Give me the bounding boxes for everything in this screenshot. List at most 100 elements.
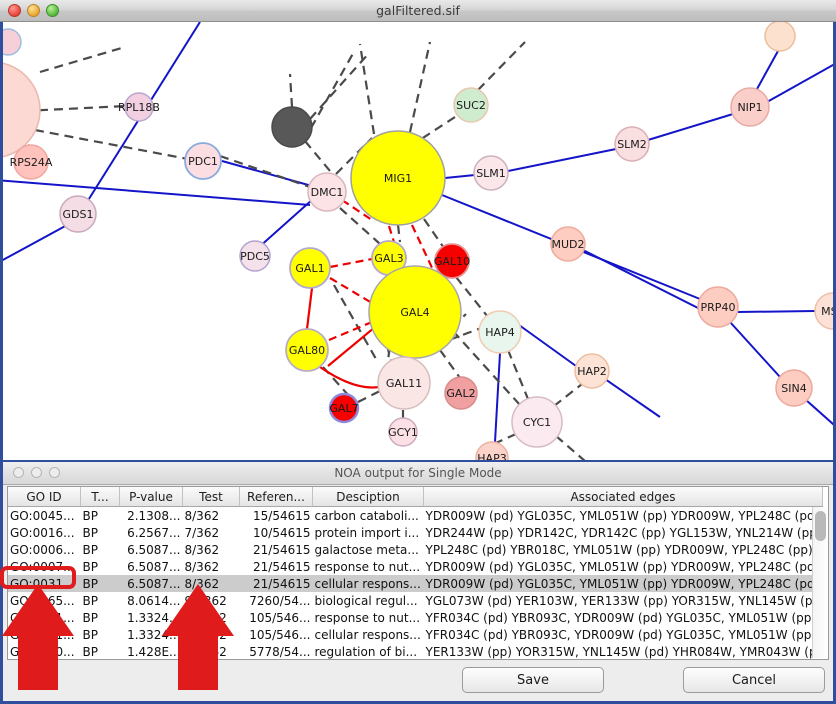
table-row[interactable]: GO:0045... BP 2.1308... 8/362 15/54615 carbon… bbox=[8, 507, 823, 525]
cell-test: 8/362 bbox=[182, 575, 240, 592]
cell-go-id: GO:0050... bbox=[10, 644, 75, 659]
close-button[interactable] bbox=[8, 4, 21, 17]
node-gal7[interactable] bbox=[328, 392, 360, 424]
node-nip1[interactable] bbox=[730, 87, 770, 127]
column-header-type[interactable]: T... bbox=[80, 487, 120, 507]
node-partial-left[interactable] bbox=[0, 62, 41, 158]
dialog-close-button[interactable] bbox=[13, 467, 24, 478]
node-gds1[interactable] bbox=[59, 195, 97, 233]
table-row[interactable]: GO:0031... BP 1.3324... 11/362 105/546... res… bbox=[8, 609, 823, 626]
cell-associated-edges: YFR034C (pd) YBR093C, YDR009W (pd) YGL03… bbox=[425, 627, 823, 642]
go-results-table[interactable]: GO ID T... P-value Test Referen... Desci… bbox=[8, 487, 823, 660]
node-label-rps24a: RPS24A bbox=[10, 156, 53, 169]
dialog-minimize-button[interactable] bbox=[31, 467, 42, 478]
scrollbar-thumb[interactable] bbox=[815, 511, 826, 541]
node-label-mud2: MUD2 bbox=[551, 238, 584, 251]
table-row[interactable]: GO:0065... BP 8.0614... 94/362 7260/54... bio… bbox=[8, 592, 823, 609]
node-gal11[interactable] bbox=[377, 356, 431, 410]
save-button[interactable]: Save bbox=[462, 667, 604, 693]
table-vertical-scrollbar[interactable] bbox=[812, 507, 827, 658]
column-header-associated-edges[interactable]: Associated edges bbox=[423, 487, 823, 507]
node-sin4[interactable] bbox=[775, 369, 813, 407]
cell-test: 8/362 bbox=[184, 559, 220, 574]
node-label-nip1: NIP1 bbox=[737, 101, 762, 114]
node-dmc1[interactable] bbox=[307, 172, 347, 212]
node-gal2[interactable] bbox=[444, 376, 478, 410]
cell-p-value: 1.3324... bbox=[127, 627, 181, 642]
table-row[interactable]: GO:0016... BP 6.2567... 7/362 10/54615 protei… bbox=[8, 524, 823, 541]
table-row[interactable]: GO:0031... BP 6.5087... 8/362 21/54615 cellul… bbox=[8, 575, 823, 592]
main-window-titlebar: galFiltered.sif bbox=[0, 0, 836, 22]
cell-p-value: 6.5087... bbox=[127, 542, 181, 557]
node-pdc5[interactable] bbox=[239, 240, 271, 272]
node-hap4[interactable] bbox=[478, 310, 522, 354]
cell-desciption: regulation of bi... bbox=[314, 644, 418, 659]
go-results-table-container[interactable]: GO ID T... P-value Test Referen... Desci… bbox=[7, 486, 829, 660]
zoom-button[interactable] bbox=[46, 4, 59, 17]
node-hap3[interactable] bbox=[475, 441, 509, 460]
node-prp40[interactable] bbox=[697, 286, 739, 328]
node-gcy1[interactable] bbox=[388, 417, 418, 447]
dialog-button-row: Save Cancel bbox=[3, 667, 833, 697]
cell-type: BP bbox=[82, 644, 98, 659]
table-row[interactable]: GO:0006... BP 6.5087... 8/362 21/54615 galact… bbox=[8, 541, 823, 558]
node-label-gal4: GAL4 bbox=[400, 306, 429, 319]
cell-associated-edges: YGL073W (pd) YER103W, YER133W (pp) YOR31… bbox=[425, 593, 823, 608]
cell-reference: 21/54615 bbox=[253, 542, 311, 557]
node-label-slm1: SLM1 bbox=[476, 167, 506, 180]
node-label-gds1: GDS1 bbox=[63, 208, 94, 221]
node-unlabeled-dark[interactable] bbox=[271, 106, 313, 148]
node-gal80[interactable] bbox=[285, 328, 329, 372]
cell-go-id: GO:0065... bbox=[10, 593, 75, 608]
cell-test: 94/362 bbox=[184, 593, 227, 608]
node-gal10[interactable] bbox=[434, 243, 470, 279]
table-row[interactable]: GO:0050... BP 1.428E... 80/362 5778/54... reg… bbox=[8, 643, 823, 659]
cell-type: BP bbox=[82, 559, 98, 574]
column-header-desciption[interactable]: Desciption bbox=[312, 487, 424, 507]
node-cyc1[interactable] bbox=[511, 396, 563, 448]
node-label-dmc1: DMC1 bbox=[311, 186, 344, 199]
node-label-gal10: GAL10 bbox=[434, 255, 470, 268]
column-header-go-id[interactable]: GO ID bbox=[8, 487, 81, 507]
node-rps24a[interactable] bbox=[13, 144, 49, 180]
node-label-hap3: HAP3 bbox=[477, 452, 506, 460]
table-body[interactable]: GO:0045... BP 2.1308... 8/362 15/54615 carbon… bbox=[8, 507, 823, 660]
cell-go-id: GO:0016... bbox=[10, 525, 75, 540]
network-nodes[interactable]: RPL18B RPS24A GDS1 PDC1 PDC5 DMC1 SUC2 M… bbox=[0, 22, 836, 460]
node-pdc1[interactable] bbox=[184, 142, 222, 180]
cell-desciption: response to nut... bbox=[314, 610, 421, 625]
cell-p-value: 6.5087... bbox=[119, 575, 183, 592]
dialog-traffic-lights[interactable] bbox=[13, 467, 60, 478]
cell-reference: 21/54615 bbox=[239, 575, 313, 592]
node-rpl18b[interactable] bbox=[124, 92, 154, 122]
node-mud2[interactable] bbox=[550, 226, 586, 262]
cell-type: BP bbox=[82, 508, 98, 523]
node-label-msi: MSI bbox=[821, 305, 836, 318]
node-gal4[interactable] bbox=[368, 265, 462, 359]
dialog-zoom-button[interactable] bbox=[49, 467, 60, 478]
network-canvas[interactable]: RPL18B RPS24A GDS1 PDC1 PDC5 DMC1 SUC2 M… bbox=[0, 22, 836, 460]
node-mig1[interactable] bbox=[350, 130, 446, 226]
node-label-rpl18b: RPL18B bbox=[118, 101, 160, 114]
node-hap2[interactable] bbox=[574, 353, 610, 389]
window-traffic-lights[interactable] bbox=[8, 4, 59, 17]
node-gal1[interactable] bbox=[289, 247, 331, 289]
node-msi[interactable] bbox=[814, 292, 836, 330]
node-partial-topright[interactable] bbox=[764, 22, 796, 52]
cancel-button[interactable]: Cancel bbox=[683, 667, 825, 693]
cell-reference: 7260/54... bbox=[249, 593, 311, 608]
column-header-reference[interactable]: Referen... bbox=[239, 487, 313, 507]
node-suc2[interactable] bbox=[453, 87, 489, 123]
cell-associated-edges: YDR244W (pp) YDR142C, YDR142C (pp) YGL15… bbox=[425, 525, 823, 540]
node-label-cyc1: CYC1 bbox=[523, 416, 551, 429]
network-graph[interactable]: RPL18B RPS24A GDS1 PDC1 PDC5 DMC1 SUC2 M… bbox=[0, 22, 836, 460]
table-row[interactable]: GO:0031... BP 1.3324... 11/362 105/546... cel… bbox=[8, 626, 823, 643]
node-partial-topleft[interactable] bbox=[0, 28, 22, 56]
column-header-p-value[interactable]: P-value bbox=[119, 487, 183, 507]
table-row[interactable]: GO:0007... BP 6.5087... 8/362 21/54615 respon… bbox=[8, 558, 823, 575]
node-slm2[interactable] bbox=[614, 126, 650, 162]
minimize-button[interactable] bbox=[27, 4, 40, 17]
column-header-test[interactable]: Test bbox=[182, 487, 240, 507]
node-slm1[interactable] bbox=[473, 155, 509, 191]
cell-test: 11/362 bbox=[184, 610, 227, 625]
